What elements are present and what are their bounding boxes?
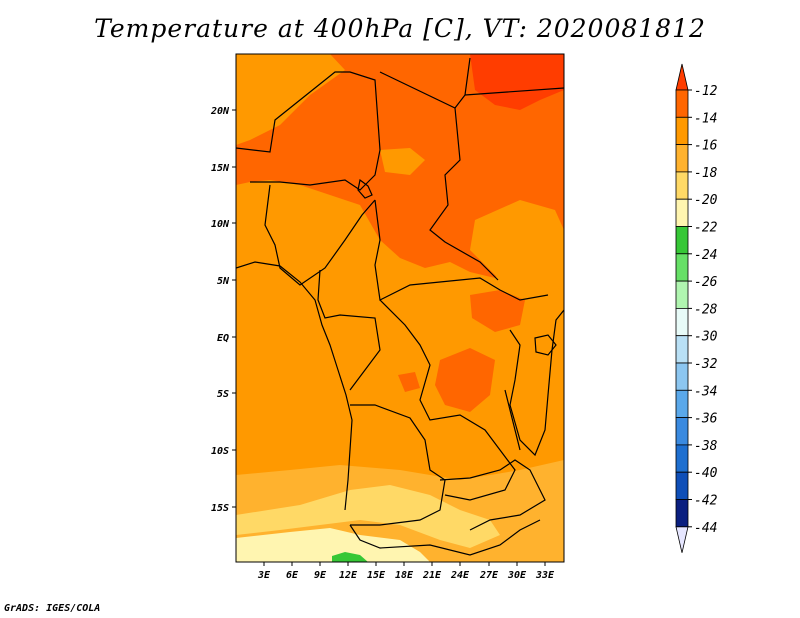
lake-chad bbox=[357, 178, 373, 199]
colorbar-swatch bbox=[675, 198, 689, 227]
lon-label-15e: 15E bbox=[367, 570, 386, 581]
border-chad-sudan bbox=[429, 107, 499, 281]
border-nigeria-cameroon bbox=[264, 184, 376, 286]
field-patch-ne bbox=[470, 200, 564, 300]
colorbar-label: -40 bbox=[694, 466, 718, 481]
lon-label-18e: 18E bbox=[395, 570, 414, 581]
colorbar-label: -14 bbox=[694, 111, 717, 126]
lat-label-15s: 15S bbox=[211, 503, 229, 514]
colorbar-label: -24 bbox=[694, 248, 717, 263]
colorbar-swatch bbox=[675, 389, 689, 418]
field-green-patch bbox=[332, 552, 368, 562]
map-title: Temperature at 400hPa [C], VT: 202008181… bbox=[94, 14, 706, 43]
colorbar-swatch bbox=[675, 471, 689, 500]
colorbar-swatch bbox=[675, 307, 689, 337]
field-patch-nw bbox=[236, 54, 345, 145]
field-blob-central bbox=[435, 348, 495, 412]
field-blob-small bbox=[398, 372, 420, 392]
colorbar-label: -28 bbox=[694, 302, 718, 317]
colorbar-label: -44 bbox=[694, 521, 717, 536]
colorbar-label: -18 bbox=[694, 166, 718, 181]
lon-label-21e: 21E bbox=[422, 570, 442, 581]
colorbar-label: -30 bbox=[694, 330, 718, 345]
colorbar-swatch bbox=[675, 89, 689, 118]
lat-label-20n: 20N bbox=[210, 106, 230, 117]
lat-label-5n: 5N bbox=[217, 276, 230, 287]
lon-label-30e: 30E bbox=[507, 570, 527, 581]
border-north-2 bbox=[379, 57, 564, 109]
lat-axis: 20N 15N 10N 5N EQ 5S 10S 15S bbox=[210, 106, 236, 514]
lake-tanganyika bbox=[504, 389, 521, 451]
colorbar-label: -34 bbox=[694, 384, 717, 399]
plot-frame bbox=[235, 53, 565, 563]
colorbar-label: -32 bbox=[694, 357, 718, 372]
lon-label-27e: 27E bbox=[479, 570, 499, 581]
colorbar-swatch-top bbox=[675, 63, 689, 91]
lat-label-15n: 15N bbox=[211, 163, 230, 174]
colorbar-swatch bbox=[675, 417, 689, 446]
shaded-field bbox=[236, 54, 564, 562]
lon-label-24e: 24E bbox=[450, 570, 470, 581]
colorbar-label: -12 bbox=[694, 84, 718, 99]
colorbar-swatch bbox=[675, 280, 689, 309]
lake-victoria bbox=[534, 334, 557, 356]
border-zambia bbox=[439, 459, 546, 531]
country-borders bbox=[236, 57, 564, 556]
lon-label-33e: 33E bbox=[535, 570, 555, 581]
field-coldest-south bbox=[236, 528, 430, 562]
colorbar-swatch bbox=[675, 499, 689, 528]
colorbar-swatch bbox=[675, 226, 689, 255]
coastline-west bbox=[236, 261, 353, 511]
colorbar-label: -26 bbox=[694, 275, 718, 290]
border-east bbox=[509, 309, 564, 457]
lon-label-3e: 3E bbox=[257, 570, 271, 581]
border-car bbox=[374, 199, 549, 301]
lat-label-eq: EQ bbox=[217, 333, 229, 344]
colorbar-swatch bbox=[675, 335, 689, 364]
colorbar-swatch bbox=[675, 253, 689, 282]
colorbar-label: -16 bbox=[694, 139, 718, 154]
field-colder-south bbox=[236, 485, 500, 548]
lat-label-10s: 10S bbox=[211, 446, 229, 457]
colorbar-swatch bbox=[675, 444, 689, 473]
border-north-1 bbox=[236, 71, 381, 191]
lon-label-9e: 9E bbox=[314, 570, 327, 581]
colorbar-swatch bbox=[675, 171, 689, 200]
border-angola bbox=[350, 404, 446, 526]
grads-credit: GrADS: IGES/COLA bbox=[4, 603, 101, 614]
lat-label-5s: 5S bbox=[217, 389, 229, 400]
colorbar-swatch bbox=[675, 362, 689, 391]
field-blob-east bbox=[470, 290, 525, 332]
lon-label-12e: 12E bbox=[339, 570, 358, 581]
colorbar: -12 -14 -16 -18 -20 -22 -24 -26 -28 -30 -32 -34 -36 -… bbox=[675, 63, 718, 553]
colorbar-label: -42 bbox=[694, 494, 718, 509]
lon-axis: 3E 6E 9E 12E 15E 18E 21E 24E 27E 30E 33E bbox=[257, 562, 555, 581]
border-south bbox=[349, 519, 541, 556]
lon-label-6e: 6E bbox=[286, 570, 299, 581]
colorbar-swatch bbox=[675, 116, 689, 146]
colorbar-swatch-bottom bbox=[675, 526, 689, 553]
colorbar-label: -20 bbox=[694, 193, 718, 208]
field-patch-mid bbox=[380, 148, 425, 175]
border-drc bbox=[379, 299, 516, 501]
border-congo bbox=[317, 269, 381, 391]
field-hot-ne bbox=[470, 54, 564, 110]
lat-label-10n: 10N bbox=[211, 219, 230, 230]
colorbar-swatch bbox=[675, 144, 689, 173]
colorbar-label: -38 bbox=[694, 439, 718, 454]
colorbar-label: -36 bbox=[694, 412, 718, 427]
colorbar-label: -22 bbox=[694, 221, 718, 236]
